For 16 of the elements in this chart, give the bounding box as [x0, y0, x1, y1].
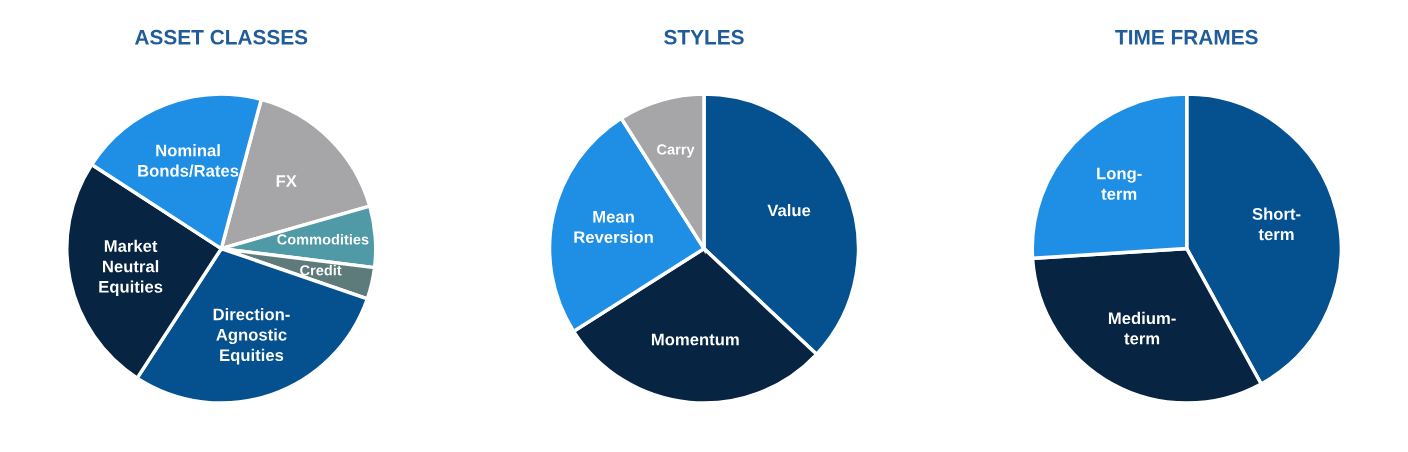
slice-label: FX: [276, 175, 297, 187]
slice-label: Momentum: [651, 333, 739, 346]
slice-label: Mean Reversion: [574, 211, 653, 244]
slice-label: Market Neutral Equities: [99, 239, 163, 297]
chart-title: STYLES: [664, 29, 744, 45]
chart-title: ASSET CLASSES: [134, 29, 308, 45]
slice-label: Credit: [300, 264, 342, 276]
chart-title: TIME FRAMES: [1115, 29, 1258, 45]
slice-label: Medium- term: [1108, 311, 1176, 345]
slice-label: Long- term: [1097, 167, 1142, 200]
slice-label: Short- term: [1252, 207, 1301, 241]
slice-label: Commodities: [277, 233, 369, 245]
slice-label: Carry: [657, 144, 695, 158]
slice-label: Value: [767, 204, 811, 217]
slice-label: Direction- Agnostic Equities: [213, 308, 290, 365]
slice-label: Nominal Bonds/Rates: [138, 144, 239, 177]
